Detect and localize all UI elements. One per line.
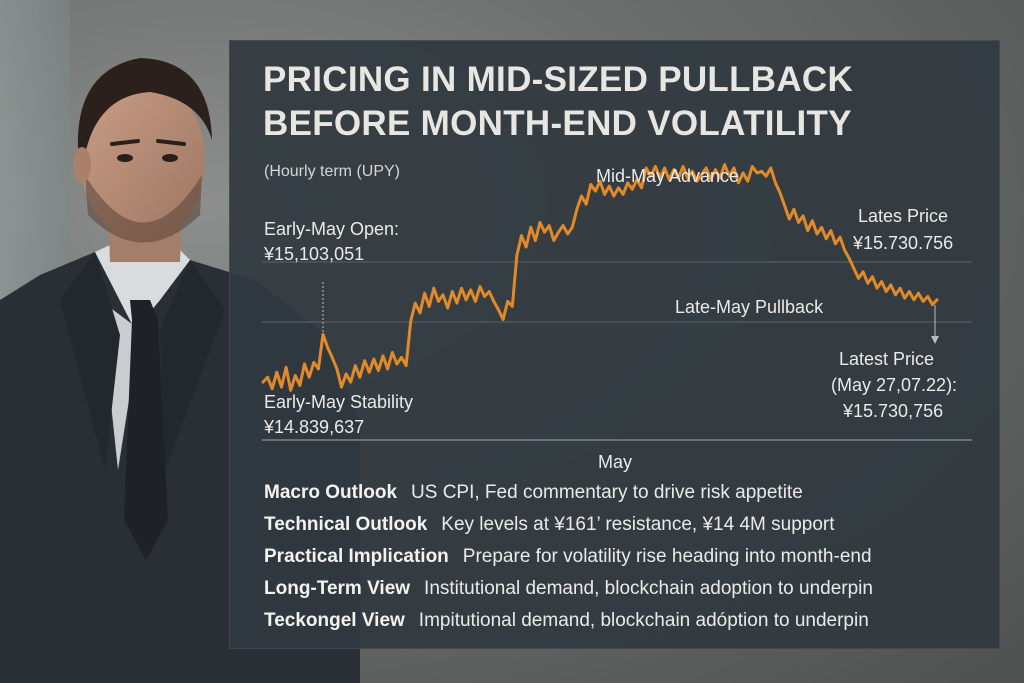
insight-key: Practical Implication bbox=[264, 546, 449, 567]
chart-title: PRICING IN MID-SIZED PULLBACK BEFORE MON… bbox=[263, 58, 983, 146]
latest-price-arrow bbox=[931, 336, 939, 344]
chart-subtitle: (Hourly term (UPY) bbox=[264, 163, 401, 180]
title-line-2: BEFORE MONTH-END VOLATILITY bbox=[263, 104, 852, 143]
insight-row: Technical Outlook Key levels at ¥161’ res… bbox=[264, 513, 835, 537]
annotation-early-open-label: Early-May Open: bbox=[264, 219, 400, 239]
insight-text: Prepare for volatility rise heading into… bbox=[462, 546, 872, 567]
annotation-latest-label: Latest Price bbox=[839, 349, 935, 369]
annotation-mid-may: Mid-May Advance bbox=[596, 166, 740, 186]
chart-panel bbox=[229, 40, 1000, 649]
annotation-early-open-value: ¥15,103,051 bbox=[264, 244, 365, 264]
insight-row: Macro Outlook US CPI, Fed commentary to d… bbox=[264, 481, 803, 505]
insight-key: Macro Outlook bbox=[264, 482, 398, 503]
insight-row: Teckongel View Impitutional demand, block… bbox=[264, 609, 869, 633]
businessman-photo bbox=[0, 58, 360, 683]
insight-key: Long-Term View bbox=[264, 578, 411, 599]
insight-text: Institutional demand, blockchain adoptio… bbox=[424, 578, 873, 599]
insight-row: Practical Implication Prepare for volatil… bbox=[264, 545, 872, 569]
annotation-latest-top-label: Lates Price bbox=[858, 206, 949, 226]
price-series-line bbox=[261, 163, 939, 392]
insight-row: Long-Term View Institutional demand, bloc… bbox=[264, 577, 873, 601]
insight-text: Impitutional demand, blockchain adóption… bbox=[418, 610, 869, 631]
annotation-stability-label: Early-May Stability bbox=[264, 392, 414, 412]
annotation-stability-value: ¥14.839,637 bbox=[264, 417, 365, 437]
x-axis-label: May bbox=[598, 452, 633, 472]
annotation-latest-value: ¥15.730,756 bbox=[843, 401, 944, 421]
insight-text: Key levels at ¥161’ resistance, ¥14 4M s… bbox=[441, 514, 835, 535]
annotation-latest-top-value: ¥15.730.756 bbox=[853, 233, 954, 253]
annotation-latest-date: (May 27,07.22): bbox=[831, 375, 958, 395]
annotation-late-pullback: Late-May Pullback bbox=[675, 297, 824, 317]
insight-key: Teckongel View bbox=[264, 610, 405, 631]
title-line-1: PRICING IN MID-SIZED PULLBACK bbox=[263, 60, 854, 99]
insight-text: US CPI, Fed commentary to drive risk app… bbox=[411, 482, 803, 503]
insight-key: Technical Outlook bbox=[264, 514, 428, 535]
